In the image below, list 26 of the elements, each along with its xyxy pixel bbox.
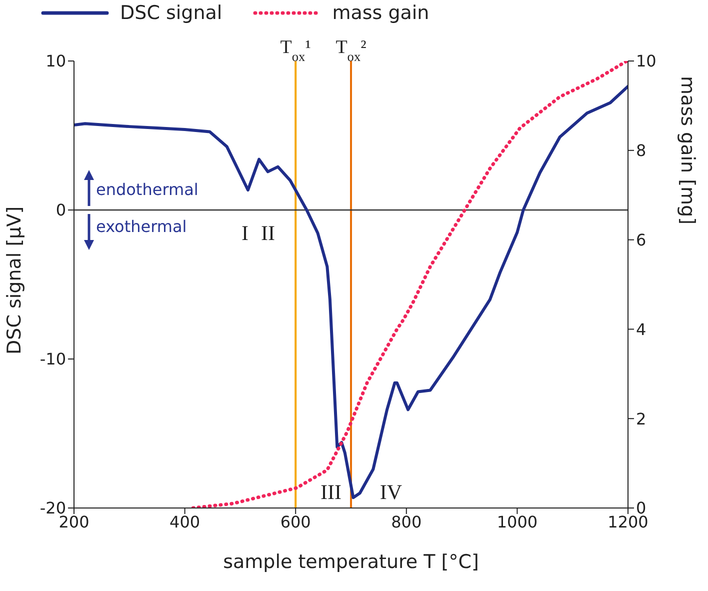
y-tick-label: 10 — [46, 52, 66, 71]
annotation: II — [261, 221, 275, 245]
legend-label: mass gain — [332, 2, 430, 24]
annotation: IV — [380, 480, 402, 504]
y2-tick-label: 4 — [636, 320, 646, 339]
annotation: exothermal — [96, 217, 187, 236]
legend-label: DSC signal — [120, 2, 222, 24]
annotation: endothermal — [96, 180, 198, 199]
y2-tick-label: 8 — [636, 141, 646, 160]
y2-axis-title: mass gain [mg] — [676, 76, 698, 224]
y-tick-label: -10 — [40, 350, 66, 369]
y2-tick-label: 2 — [636, 409, 646, 428]
line-series — [74, 84, 628, 500]
x-tick-label: 400 — [170, 512, 200, 532]
x-tick-label: 800 — [391, 512, 422, 532]
x-axis-title: sample temperature T [°C] — [223, 551, 479, 573]
x-tick-label: 600 — [280, 512, 311, 532]
y-axis-title: DSC signal [µV] — [4, 206, 26, 354]
y2-tick-label: 10 — [636, 52, 656, 71]
ref-line-label: T$_{ox}$¹ — [280, 37, 312, 64]
x-tick-label: 1000 — [496, 512, 538, 532]
annotation: III — [320, 480, 342, 504]
y-tick-label: 0 — [56, 200, 66, 220]
ref-line-label: T$_{ox}$² — [336, 37, 367, 64]
annotation: I — [242, 221, 248, 245]
y2-tick-label: 6 — [636, 230, 646, 250]
